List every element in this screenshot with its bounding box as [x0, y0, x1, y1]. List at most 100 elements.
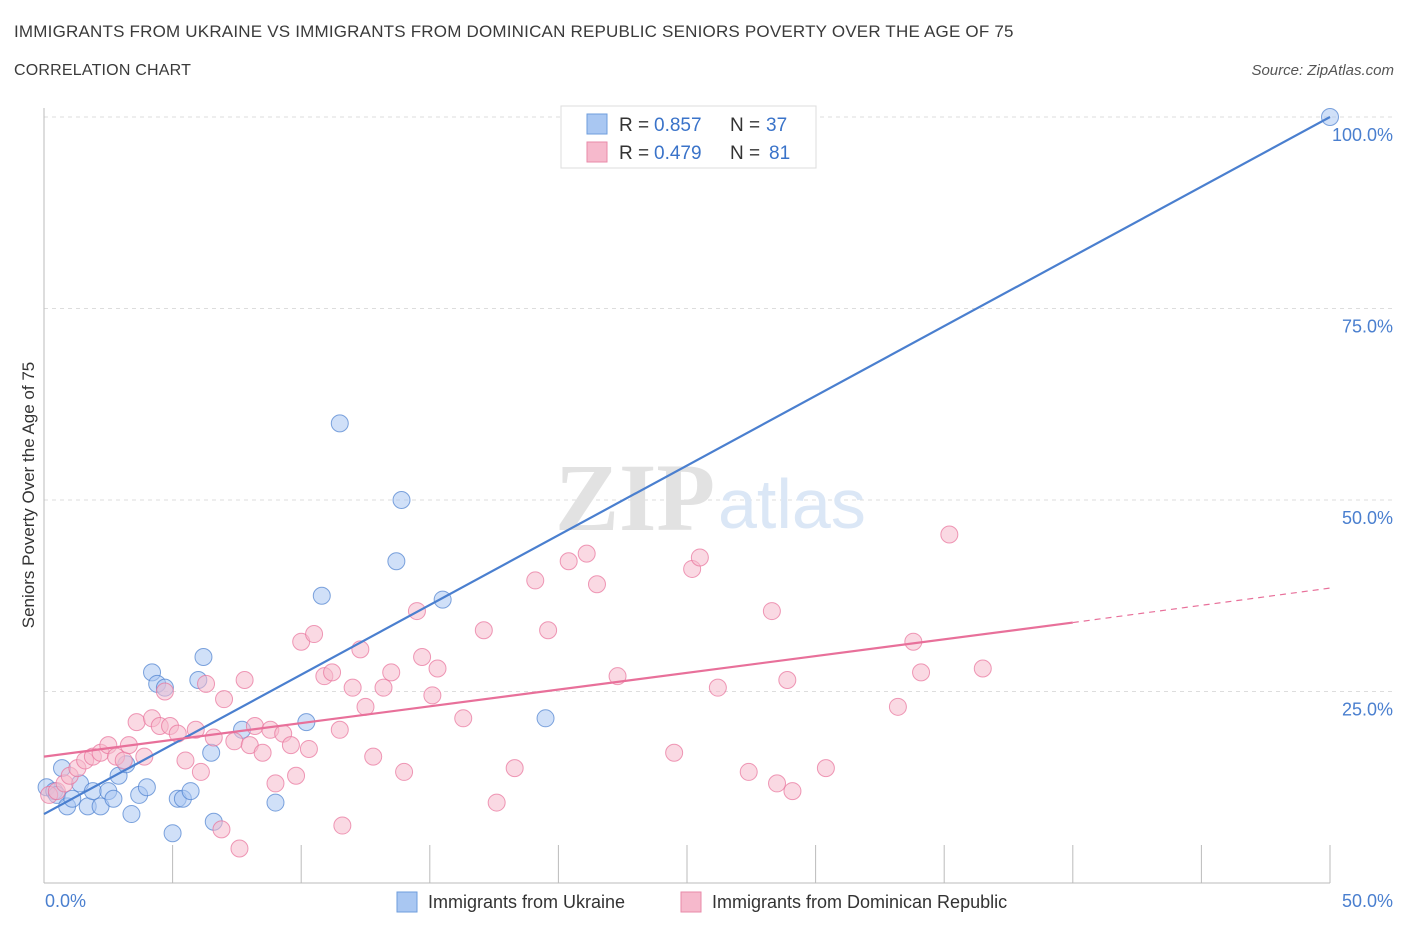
dominican-point-52 [413, 648, 432, 667]
dominican-point-42 [330, 720, 349, 739]
ukraine-point-32 [330, 414, 349, 433]
stats-legend-n-value-dominican: 81 [769, 143, 790, 164]
y-tick-labels: 25.0% 50.0% 75.0% 100.0% [1332, 125, 1393, 720]
series-legend: Immigrants from Ukraine Immigrants from … [396, 891, 1007, 913]
x-tick-label-max: 50.0% [1342, 891, 1393, 911]
stats-legend-r-value-ukraine: 0.857 [654, 115, 702, 136]
watermark: ZIP atlas [555, 444, 866, 551]
dominican-point-78 [940, 525, 959, 544]
dominican-point-21 [191, 762, 210, 781]
stats-legend-n-label-dominican: N = [730, 143, 760, 164]
dominican-point-55 [454, 709, 473, 728]
dominican-point-58 [505, 759, 524, 778]
dominican-point-57 [487, 793, 506, 812]
chart-title: IMMIGRANTS FROM UKRAINE VS IMMIGRANTS FR… [14, 22, 1014, 41]
dominican-point-36 [287, 766, 306, 785]
dominican-point-54 [428, 659, 447, 678]
dominican-point-33 [266, 774, 285, 793]
gridlines [44, 116, 1393, 692]
stats-legend-r-label-ukraine: R = [619, 115, 649, 136]
dominican-points [40, 525, 992, 858]
dominican-point-25 [215, 690, 234, 709]
x-tick-label-min: 0.0% [45, 891, 86, 911]
dominican-point-46 [356, 697, 375, 716]
dominican-point-79 [973, 659, 992, 678]
stats-legend-r-label-dominican: R = [619, 143, 649, 164]
ukraine-point-34 [392, 491, 411, 509]
series-legend-label-ukraine: Immigrants from Ukraine [428, 892, 625, 912]
ukraine-point-20 [163, 824, 182, 843]
stats-legend-swatch-ukraine [586, 113, 608, 135]
y-tick-label-1: 50.0% [1342, 508, 1393, 528]
dominican-point-53 [423, 686, 442, 705]
chart-subtitle: CORRELATION CHART [14, 62, 192, 79]
stats-legend-r-value-dominican: 0.479 [654, 143, 702, 164]
ukraine-point-29 [266, 793, 285, 812]
dominican-point-49 [382, 663, 401, 682]
ukraine-trendline [43, 116, 1331, 816]
series-legend-swatch-ukraine [396, 891, 418, 913]
ukraine-point-11 [104, 789, 123, 808]
dominican-point-27 [230, 839, 249, 858]
trendlines [43, 116, 1331, 816]
stats-legend: R = 0.857 N = 37 R = 0.479 N = 81 [560, 105, 817, 169]
dominican-point-26 [225, 732, 244, 751]
dominican-point-48 [374, 678, 393, 697]
dominican-point-38 [299, 739, 318, 758]
dominican-point-73 [783, 782, 802, 801]
dominican-point-12 [127, 713, 146, 732]
dominican-point-56 [474, 621, 493, 640]
dominican-point-50 [395, 762, 414, 781]
dominican-point-31 [253, 743, 272, 762]
dominican-point-59 [526, 571, 545, 590]
dominican-trendline-extension [1072, 587, 1331, 624]
dominican-point-77 [912, 663, 931, 682]
series-legend-swatch-dominican [680, 891, 702, 913]
dominican-point-47 [364, 747, 383, 766]
dominican-point-70 [762, 602, 781, 621]
dominican-point-74 [816, 759, 835, 778]
dominican-point-43 [333, 816, 352, 835]
ukraine-point-33 [387, 552, 406, 571]
watermark-zip: ZIP [555, 444, 715, 551]
ukraine-point-26 [202, 743, 221, 762]
ukraine-point-23 [181, 782, 200, 801]
dominican-point-63 [587, 575, 606, 594]
dominican-point-35 [281, 736, 300, 755]
stats-legend-n-label-ukraine: N = [730, 115, 760, 136]
y-tick-label-3: 100.0% [1332, 125, 1393, 145]
y-tick-label-0: 25.0% [1342, 700, 1393, 720]
dominican-point-68 [708, 678, 727, 697]
watermark-atlas: atlas [718, 465, 866, 543]
dominican-point-16 [155, 682, 174, 701]
x-ticks [172, 845, 1331, 883]
dominican-point-22 [197, 674, 216, 693]
dominican-point-30 [245, 716, 264, 735]
dominican-point-69 [739, 762, 758, 781]
dominican-trendline [43, 621, 1073, 758]
dominican-point-61 [559, 552, 578, 571]
ukraine-point-16 [137, 778, 156, 797]
dominican-point-65 [665, 743, 684, 762]
ukraine-point-14 [122, 805, 141, 824]
dominican-point-28 [235, 671, 254, 690]
y-tick-label-2: 75.0% [1342, 317, 1393, 337]
source-credit: Source: ZipAtlas.com [1251, 62, 1394, 79]
stats-legend-swatch-dominican [586, 141, 608, 163]
dominican-point-67 [690, 548, 709, 567]
ukraine-point-25 [194, 648, 213, 667]
dominican-point-62 [577, 544, 596, 563]
ukraine-point-31 [312, 586, 331, 605]
dominican-point-19 [176, 751, 195, 770]
dominican-point-72 [778, 671, 797, 690]
series-legend-label-dominican: Immigrants from Dominican Republic [712, 892, 1007, 912]
ukraine-point-36 [536, 709, 555, 728]
dominican-point-23 [204, 728, 223, 747]
dominican-point-39 [305, 625, 324, 644]
dominican-point-75 [888, 697, 907, 716]
dominican-point-71 [768, 774, 787, 793]
stats-legend-n-value-ukraine: 37 [766, 115, 787, 136]
y-axis-title: Seniors Poverty Over the Age of 75 [19, 362, 38, 628]
dominican-point-24 [212, 820, 231, 839]
